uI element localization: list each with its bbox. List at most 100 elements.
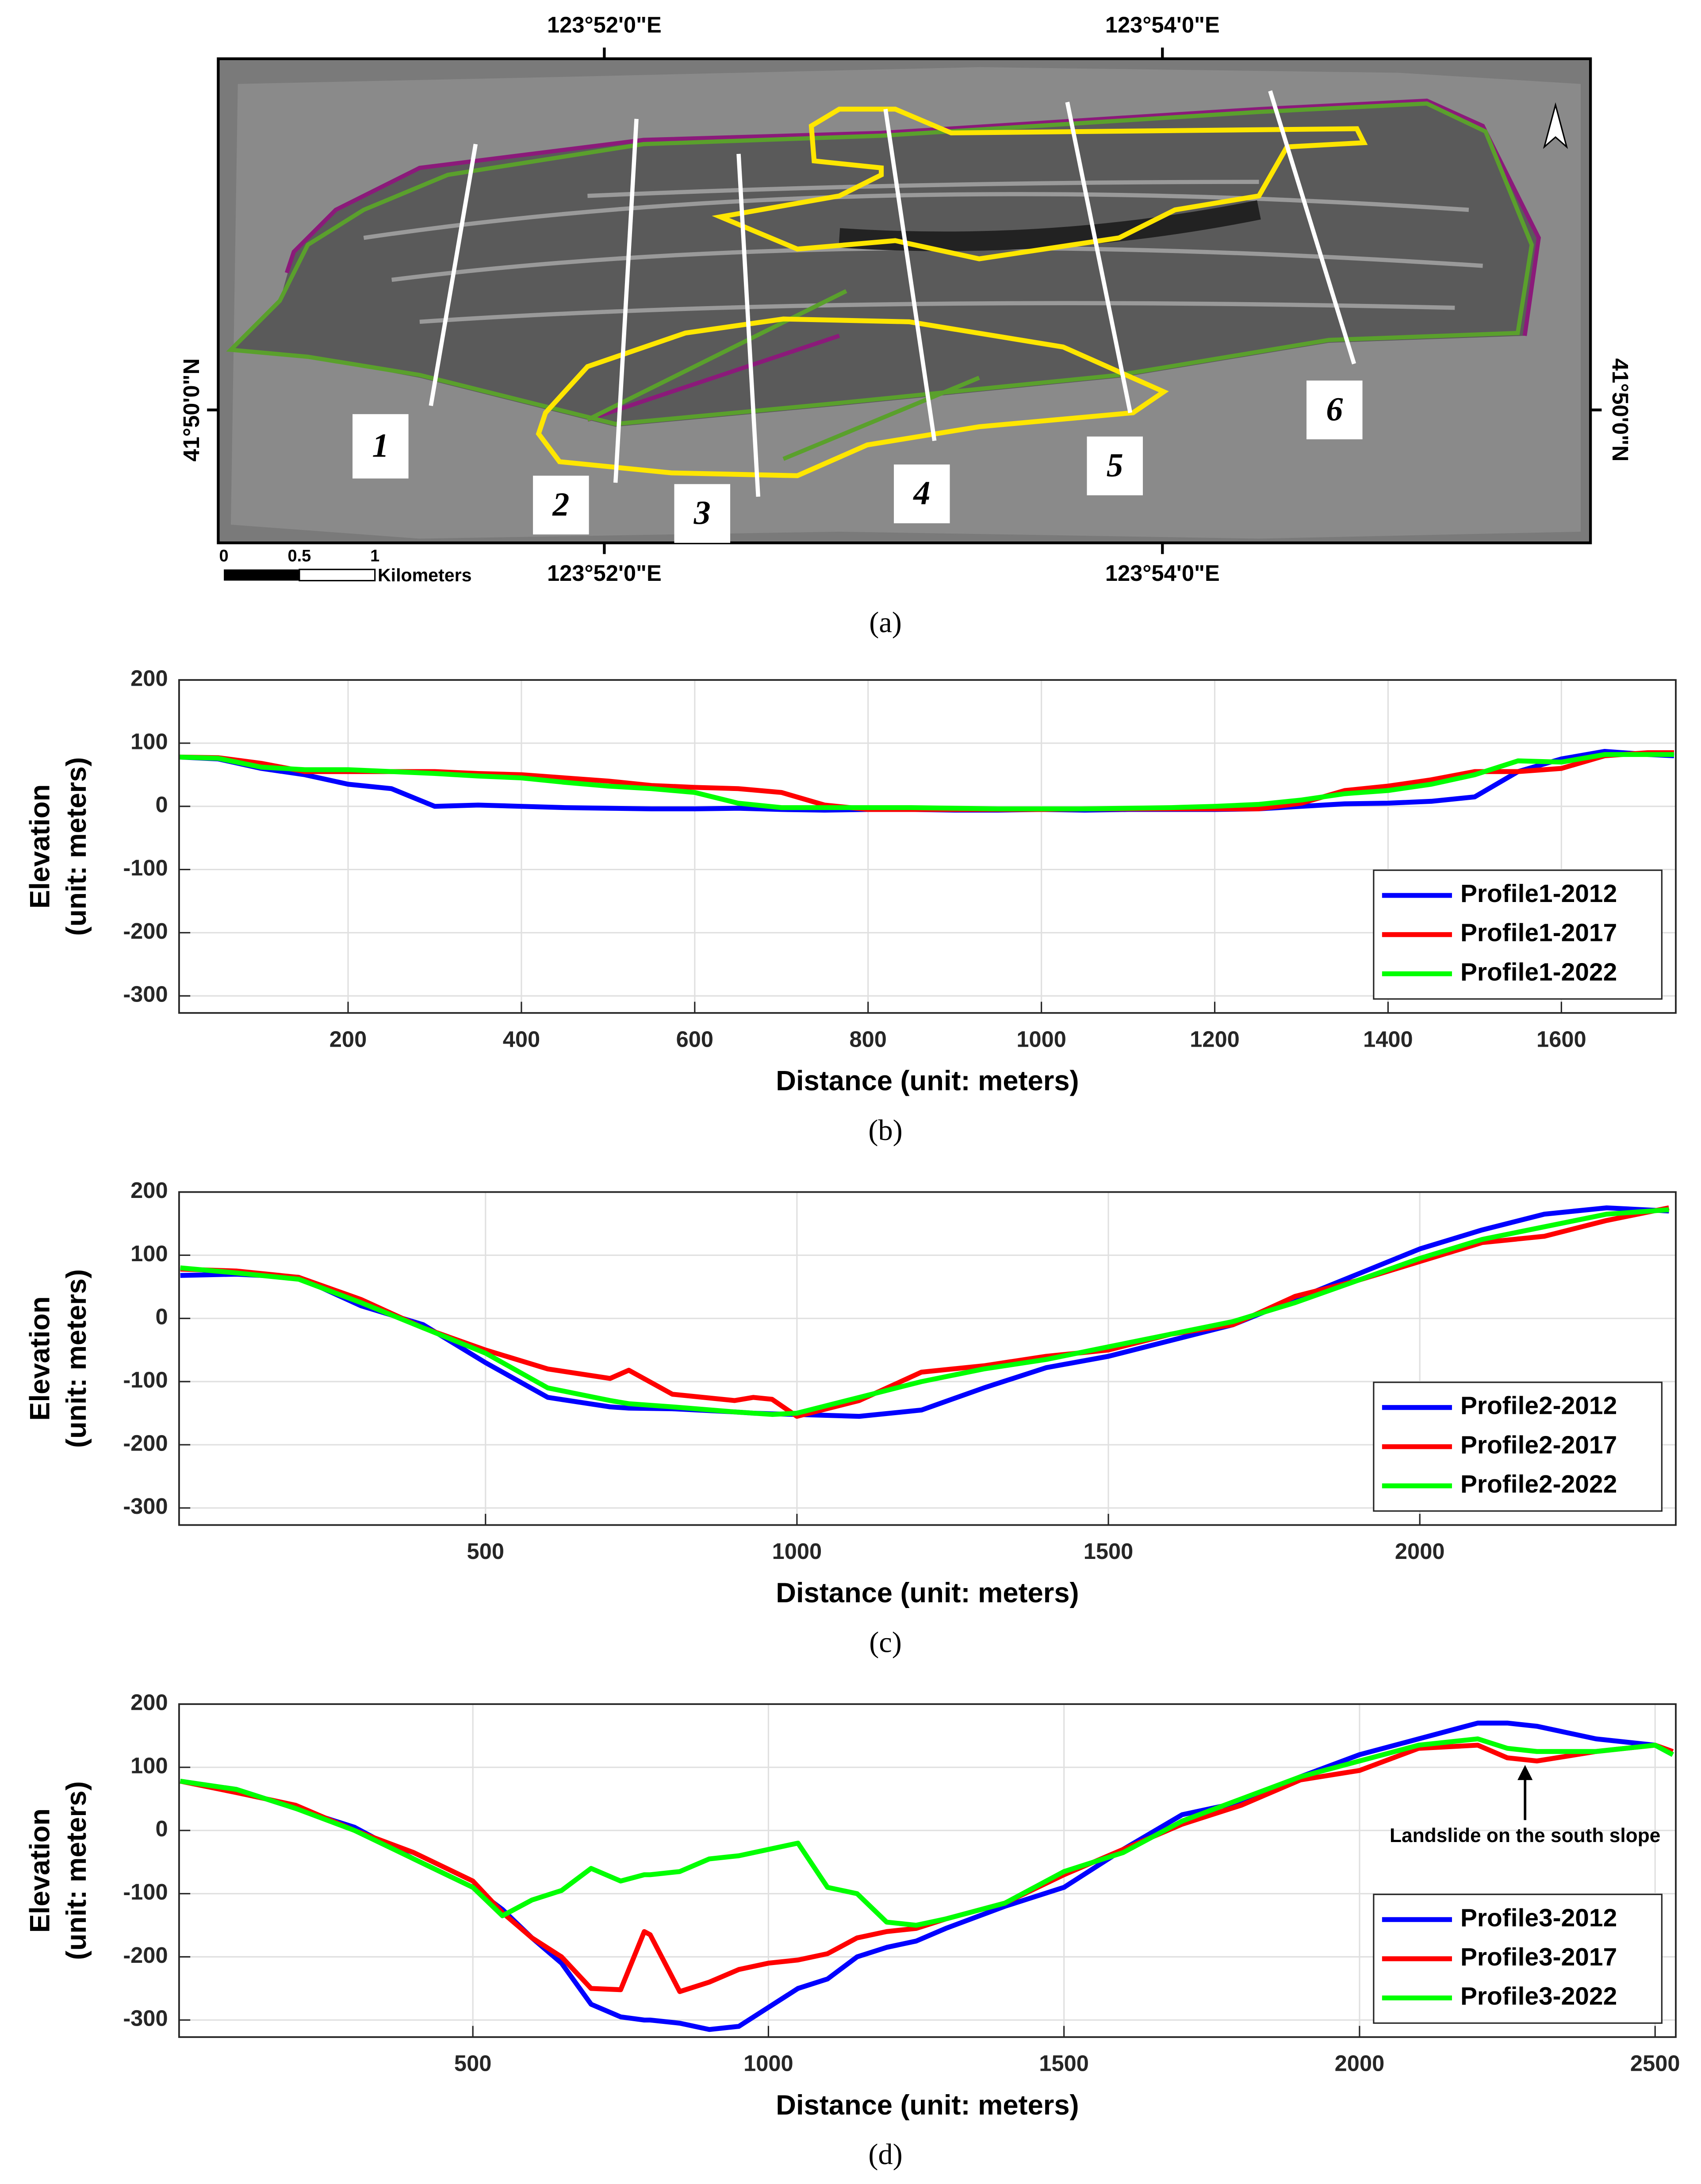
legend-label: Profile2-2022 [1460,1470,1617,1498]
profile-line [1268,90,1356,365]
profile-boxes [352,380,1363,543]
data-line [180,1205,1669,1419]
x-tick-label: 1600 [1536,1026,1586,1052]
x-tick-label: 400 [503,1026,540,1052]
x-tick-label: 2500 [1630,2051,1680,2076]
latitude-label: 41°50'0"N [179,358,204,461]
annotation: Landslide on the south slope [1390,1825,1660,1846]
x-tick-label: 1500 [1039,2051,1089,2076]
y-tick-label: -300 [123,2006,168,2031]
caption: (a) [869,606,902,639]
legend-label: Profile2-2012 [1460,1392,1617,1420]
legend-label: Profile1-2022 [1460,958,1617,986]
y-tick-label: 100 [130,1753,168,1778]
x-axis-title: Distance (unit: meters) [776,1066,1079,1097]
caption: (c) [869,1627,902,1659]
x-axis-title: Distance (unit: meters) [776,2090,1079,2121]
y-tick-label: 100 [130,729,168,754]
y-tick-label: -100 [123,1879,168,1904]
scale-bar [224,569,299,581]
y-tick-label: 0 [155,792,168,817]
x-tick-label: 500 [454,2051,491,2076]
legend-label: Profile1-2012 [1460,879,1617,908]
legend-label: Profile3-2012 [1460,1904,1617,1932]
legend-label: Profile3-2022 [1460,1982,1617,2010]
profile-number: 1 [372,427,389,464]
profile-number: 5 [1107,447,1123,484]
profile-line [1065,101,1133,413]
y-tick-label: 100 [130,1241,168,1266]
x-tick-label: 2000 [1395,1539,1445,1564]
x-tick-label: 600 [676,1026,713,1052]
y-axis-title: (unit: meters) [61,1269,92,1448]
boundary-2012 [284,98,1541,422]
caption: (b) [868,1114,902,1147]
caption: (d) [868,2138,902,2171]
x-tick-label: 1200 [1190,1026,1240,1052]
x-tick-label: 1500 [1084,1539,1134,1564]
profile-line [613,119,639,483]
map-panel: 1 2 3 4 5 6 123°52'0"E 123°54'0"E 123°52… [179,12,1633,639]
y-tick-label: -200 [123,1942,168,1968]
north-arrow [1543,102,1568,149]
data-line [179,752,1674,811]
landslide-south [536,316,1169,478]
legend-label: Profile3-2017 [1460,1943,1617,1971]
y-tick-label: -100 [123,1367,168,1392]
x-tick-label: 1000 [1016,1026,1066,1052]
longitude-label: 123°54'0"E [1105,560,1220,586]
legend-label: Profile2-2017 [1460,1431,1617,1459]
latitude-label: 41°50'0"N [1608,358,1633,461]
x-tick-label: 200 [329,1026,367,1052]
y-tick-label: -100 [123,855,168,880]
x-tick-label: 2000 [1335,2051,1385,2076]
y-tick-label: 0 [155,1304,168,1329]
label-box [894,464,950,523]
profile-lines [429,90,1356,497]
profile-number: 4 [912,475,930,512]
label-box [352,414,409,479]
plot-frame [178,679,1677,1014]
y-axis-title: (unit: meters) [61,757,92,936]
profile-line [736,154,760,497]
x-tick-label: 1000 [743,2051,793,2076]
profile-number: 6 [1326,391,1343,428]
landslide-north [712,107,1368,261]
label-box [533,476,589,535]
profile-number: 3 [693,494,711,531]
x-tick-label: 500 [467,1539,504,1564]
longitude-label: 123°52'0"E [547,560,662,586]
plot-frame [178,1703,1677,2038]
scale-unit: Kilometers [378,565,471,585]
scale-label: 0.5 [288,547,311,565]
y-axis-title: Elevation [25,784,56,909]
y-tick-label: 200 [130,665,168,691]
scale-label: 0 [219,547,229,565]
label-box [1087,436,1143,495]
y-tick-label: 200 [130,1178,168,1203]
label-box [674,484,731,543]
data-line [180,1736,1674,1928]
x-tick-label: 800 [850,1026,887,1052]
data-line [180,1207,1669,1417]
profile-line [883,108,937,441]
y-axis-title: Elevation [25,1808,56,1933]
profile-number: 2 [552,486,569,523]
y-tick-label: -200 [123,1430,168,1455]
scale-bar [299,568,376,582]
profile-line [429,143,478,406]
longitude-label: 123°52'0"E [547,12,662,37]
x-tick-label: 1000 [772,1539,822,1564]
y-tick-label: -200 [123,918,168,944]
y-tick-label: 200 [130,1690,168,1715]
x-tick-label: 1400 [1363,1026,1413,1052]
label-box [1306,380,1363,440]
y-tick-label: 0 [155,1816,168,1841]
y-axis-title: (unit: meters) [61,1781,92,1960]
y-tick-label: -300 [123,982,168,1007]
scale-label: 1 [370,547,379,565]
